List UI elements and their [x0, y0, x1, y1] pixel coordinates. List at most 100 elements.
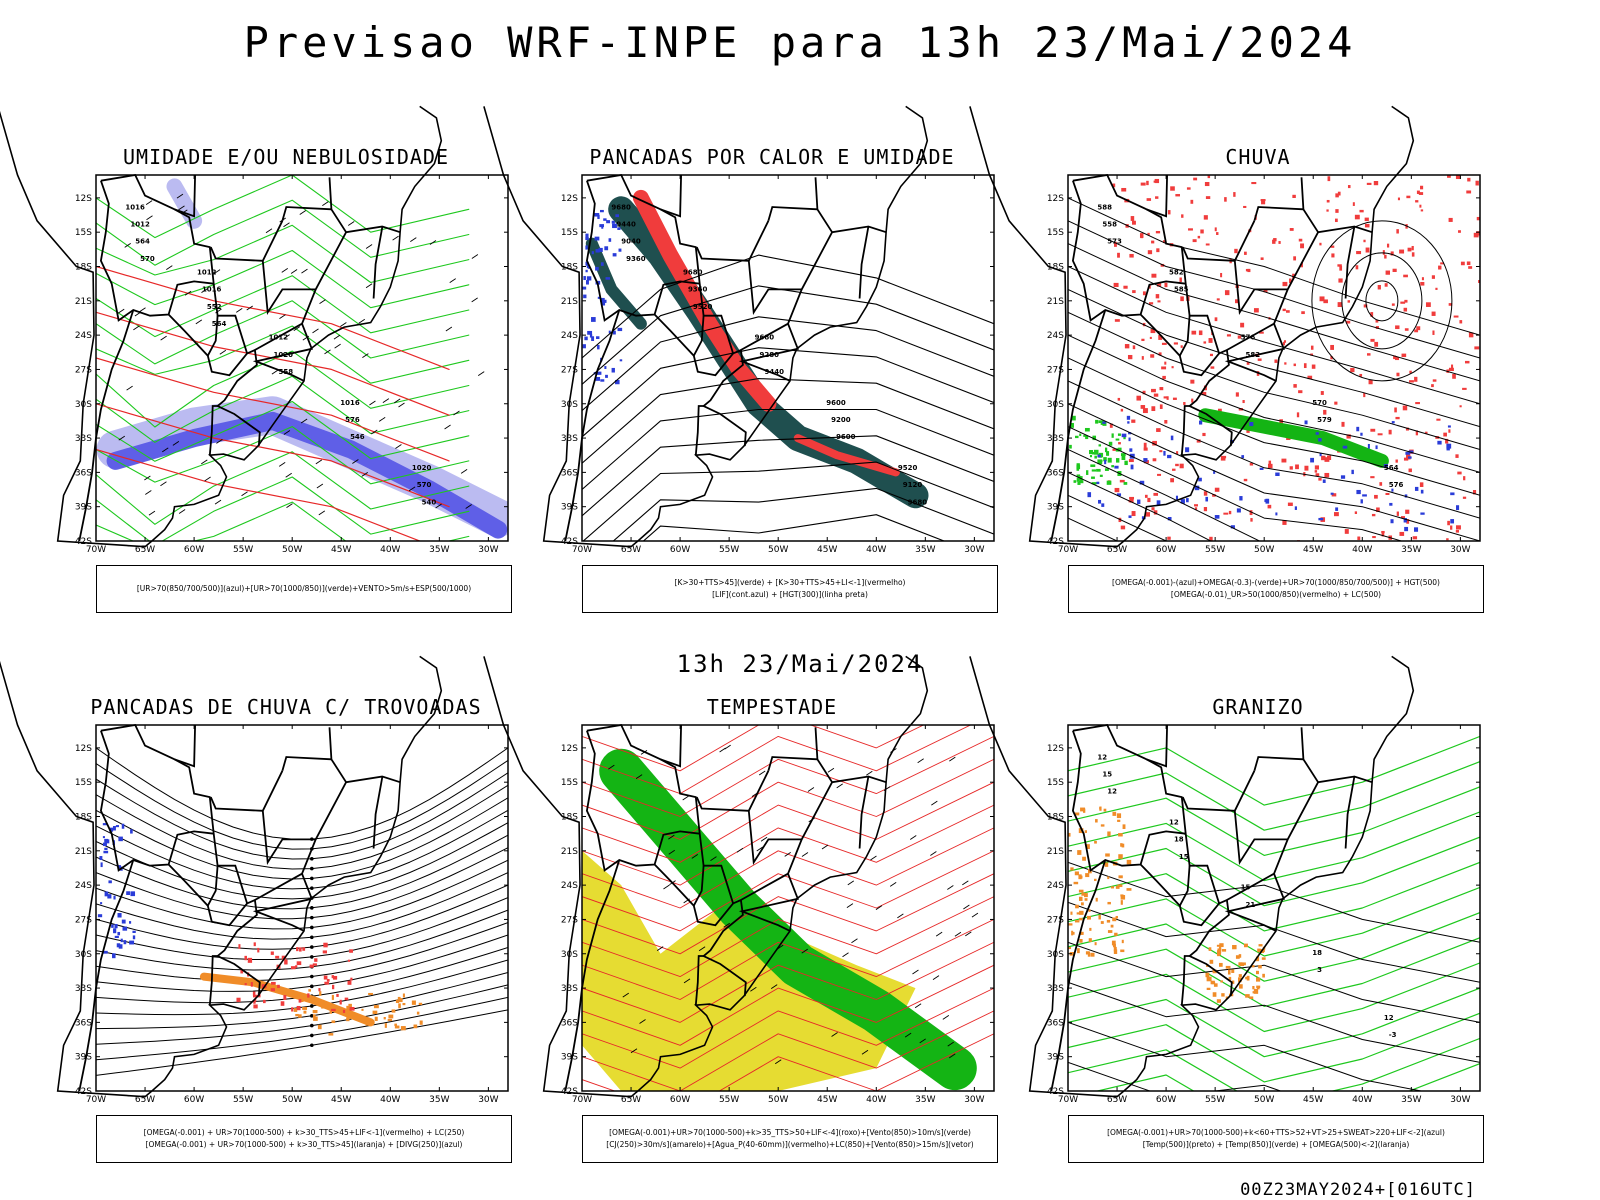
rain-area: [1145, 512, 1150, 517]
divergence-area: [109, 827, 114, 832]
lif-contour: [585, 237, 589, 241]
rain-area: [1319, 242, 1322, 246]
thunder-area-orange: [413, 1024, 418, 1029]
lat-tick-label: 30S: [75, 950, 92, 960]
wind-vector: [236, 307, 243, 313]
divergence-area: [100, 862, 103, 868]
omega-weak: [1170, 435, 1174, 441]
border-line: [1233, 770, 1288, 865]
rain-area: [1401, 353, 1407, 358]
rain-area: [1158, 352, 1162, 356]
thunder-area-red: [244, 955, 247, 961]
rain-area: [1450, 525, 1453, 530]
omega-area: [1246, 975, 1250, 981]
wind-vector: [963, 904, 970, 910]
rain-area: [1151, 406, 1156, 412]
divergence-area: [105, 839, 110, 844]
rain-area: [1209, 353, 1213, 357]
rain-area: [1173, 342, 1178, 345]
wind-vector: [866, 770, 873, 776]
hgt-contour: [582, 435, 994, 517]
divergence-area: [103, 850, 109, 854]
omega-strong: [1074, 435, 1079, 439]
lon-tick-label: 30W: [1450, 1095, 1470, 1105]
coastline: [0, 105, 443, 548]
omega-area: [1107, 876, 1110, 880]
omega-weak: [1375, 445, 1378, 450]
border-line: [207, 315, 219, 357]
map-granizo: 12 12 15 18 12 15 18 21 3 -3 12 15 12S 15S 18S 21S 24S 27…: [969, 655, 1481, 1105]
omega-area: [1075, 904, 1079, 909]
wind-vector: [300, 418, 308, 424]
thunder-area-red: [347, 959, 351, 962]
rain-area: [1281, 458, 1287, 463]
omega-weak: [1185, 447, 1190, 453]
thunder-area-red: [318, 988, 321, 992]
wind-vector: [144, 475, 151, 481]
thunder-area-orange: [312, 1014, 316, 1018]
rain-area: [1226, 334, 1231, 337]
omega-strong: [1089, 454, 1093, 458]
plot-frame: [581, 174, 995, 542]
lat-tick-label: 33S: [561, 434, 578, 444]
omega-strong: [1106, 451, 1110, 456]
coastline: [969, 655, 1415, 1098]
omega-strong: [1083, 434, 1086, 437]
omega-area: [1251, 965, 1255, 968]
thunder-area-red: [257, 947, 260, 953]
plot-background: [1068, 175, 1480, 541]
rain-area: [1167, 210, 1171, 215]
thunder-area-orange: [398, 1003, 401, 1009]
omega-weak: [1186, 498, 1189, 503]
omega-area: [1106, 919, 1111, 923]
legend-line: [OMEGA(-0.001)+UR>70(1000-500)+k<60+TTS>…: [1107, 1128, 1445, 1137]
border-line: [174, 174, 196, 218]
thunder-area-orange: [298, 1014, 302, 1018]
rain-area: [1118, 442, 1121, 445]
border-line: [585, 730, 700, 872]
rain-area: [1132, 220, 1136, 225]
thunder-area-orange: [328, 1033, 334, 1036]
lat-tick-label: 18S: [1047, 263, 1064, 273]
wind-vector: [392, 235, 399, 241]
instability-band: [585, 237, 647, 330]
border-line: [174, 724, 196, 768]
omega-weak: [1156, 500, 1161, 506]
lat-tick-label: 36S: [1047, 1018, 1064, 1028]
thunder-area-orange: [303, 1010, 307, 1014]
border-line: [167, 863, 248, 927]
omega-area: [1238, 974, 1242, 978]
lon-tick-label: 60W: [184, 1095, 204, 1105]
thunder-area-orange: [331, 994, 334, 1000]
wind-vector: [124, 242, 131, 248]
lon-tick-label: 40W: [866, 1095, 886, 1105]
jet-area: [582, 850, 916, 1091]
lat-tick-label: 27S: [75, 365, 92, 375]
thunder-area-red: [275, 955, 280, 959]
omega-weak: [1139, 480, 1145, 485]
rain-area: [1330, 356, 1333, 360]
rain-area: [1205, 196, 1211, 199]
thunder-area-orange: [373, 1005, 379, 1009]
rain-area: [1333, 512, 1339, 517]
rain-area: [1159, 450, 1163, 453]
divergence-area: [115, 825, 119, 828]
omega-weak: [1318, 438, 1322, 442]
omega-strong: [1091, 482, 1097, 485]
contour-label: 18: [1312, 949, 1322, 957]
divergence-area: [121, 823, 125, 829]
rain-area: [1405, 427, 1409, 431]
wind-vector: [145, 490, 152, 495]
omega-area: [1120, 843, 1123, 847]
wind-vector: [683, 978, 691, 984]
omega-area: [1262, 973, 1265, 978]
rain-area: [1311, 364, 1316, 369]
rain-area: [1385, 270, 1391, 275]
rain-area: [1390, 251, 1394, 256]
omega-area: [1217, 952, 1220, 957]
panel-title: CHUVA: [1225, 145, 1291, 169]
border-line: [1344, 776, 1356, 849]
rain-area: [1153, 492, 1159, 496]
convection-band: [793, 434, 900, 477]
omega-area: [1068, 832, 1071, 837]
